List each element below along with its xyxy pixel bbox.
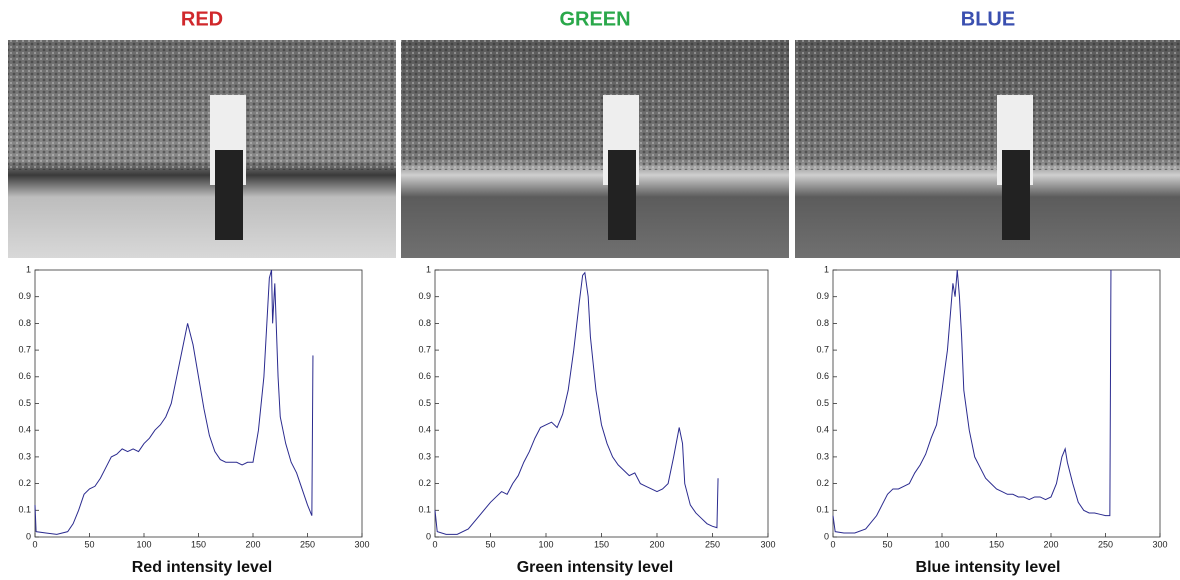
photo-blue [795,40,1180,258]
x-axis-label: Red intensity level [132,559,273,576]
y-tick-label: 0.6 [418,371,431,381]
y-tick-label: 0 [824,531,829,541]
x-tick-label: 100 [136,539,151,549]
y-tick-label: 1 [426,264,431,274]
x-axis-label: Blue intensity level [916,559,1061,576]
x-tick-label: 50 [882,539,892,549]
x-axis-label: Green intensity level [517,559,674,576]
x-tick-label: 50 [485,539,495,549]
x-tick-label: 150 [594,539,609,549]
x-tick-label: 300 [760,539,775,549]
y-tick-label: 0.9 [18,291,31,301]
figure: RED05010015020025030000.10.20.30.40.50.6… [0,0,1180,580]
y-tick-label: 0.2 [418,478,431,488]
y-tick-label: 0.5 [418,398,431,408]
y-tick-label: 0 [426,531,431,541]
y-tick-label: 0.4 [418,425,431,435]
panel-title: RED [181,8,223,30]
y-tick-label: 0.7 [418,344,431,354]
panel-title: GREEN [559,8,630,30]
y-tick-label: 0.6 [816,371,829,381]
histogram-line [35,270,313,534]
photo-red [8,40,396,258]
y-tick-label: 0.1 [816,505,829,515]
y-tick-label: 0.9 [418,291,431,301]
x-tick-label: 200 [245,539,260,549]
x-tick-label: 250 [705,539,720,549]
x-tick-label: 100 [538,539,553,549]
y-tick-label: 1 [824,264,829,274]
histogram-line [435,273,718,535]
x-tick-label: 100 [934,539,949,549]
x-tick-label: 150 [191,539,206,549]
y-tick-label: 0.2 [816,478,829,488]
y-tick-label: 0.4 [18,425,31,435]
x-tick-label: 150 [989,539,1004,549]
y-tick-label: 0.3 [18,451,31,461]
y-tick-label: 1 [26,264,31,274]
y-tick-label: 0.6 [18,371,31,381]
x-tick-label: 200 [649,539,664,549]
x-tick-label: 0 [830,539,835,549]
y-tick-label: 0.4 [816,425,829,435]
y-tick-label: 0.7 [816,344,829,354]
y-tick-label: 0.5 [18,398,31,408]
panel-title: BLUE [961,8,1015,30]
y-tick-label: 0.1 [418,505,431,515]
y-tick-label: 0.8 [816,318,829,328]
y-tick-label: 0.7 [18,344,31,354]
y-tick-label: 0.8 [418,318,431,328]
y-tick-label: 0.1 [18,505,31,515]
x-tick-label: 300 [1152,539,1167,549]
y-tick-label: 0.9 [816,291,829,301]
x-tick-label: 250 [300,539,315,549]
x-tick-label: 0 [432,539,437,549]
y-tick-label: 0.8 [18,318,31,328]
x-tick-label: 50 [84,539,94,549]
x-tick-label: 250 [1098,539,1113,549]
histogram-line [833,270,1111,533]
y-tick-label: 0.3 [816,451,829,461]
y-tick-label: 0.5 [816,398,829,408]
x-tick-label: 300 [354,539,369,549]
y-tick-label: 0.3 [418,451,431,461]
y-tick-label: 0.2 [18,478,31,488]
x-tick-label: 200 [1043,539,1058,549]
x-tick-label: 0 [32,539,37,549]
photo-green [401,40,789,258]
y-tick-label: 0 [26,531,31,541]
